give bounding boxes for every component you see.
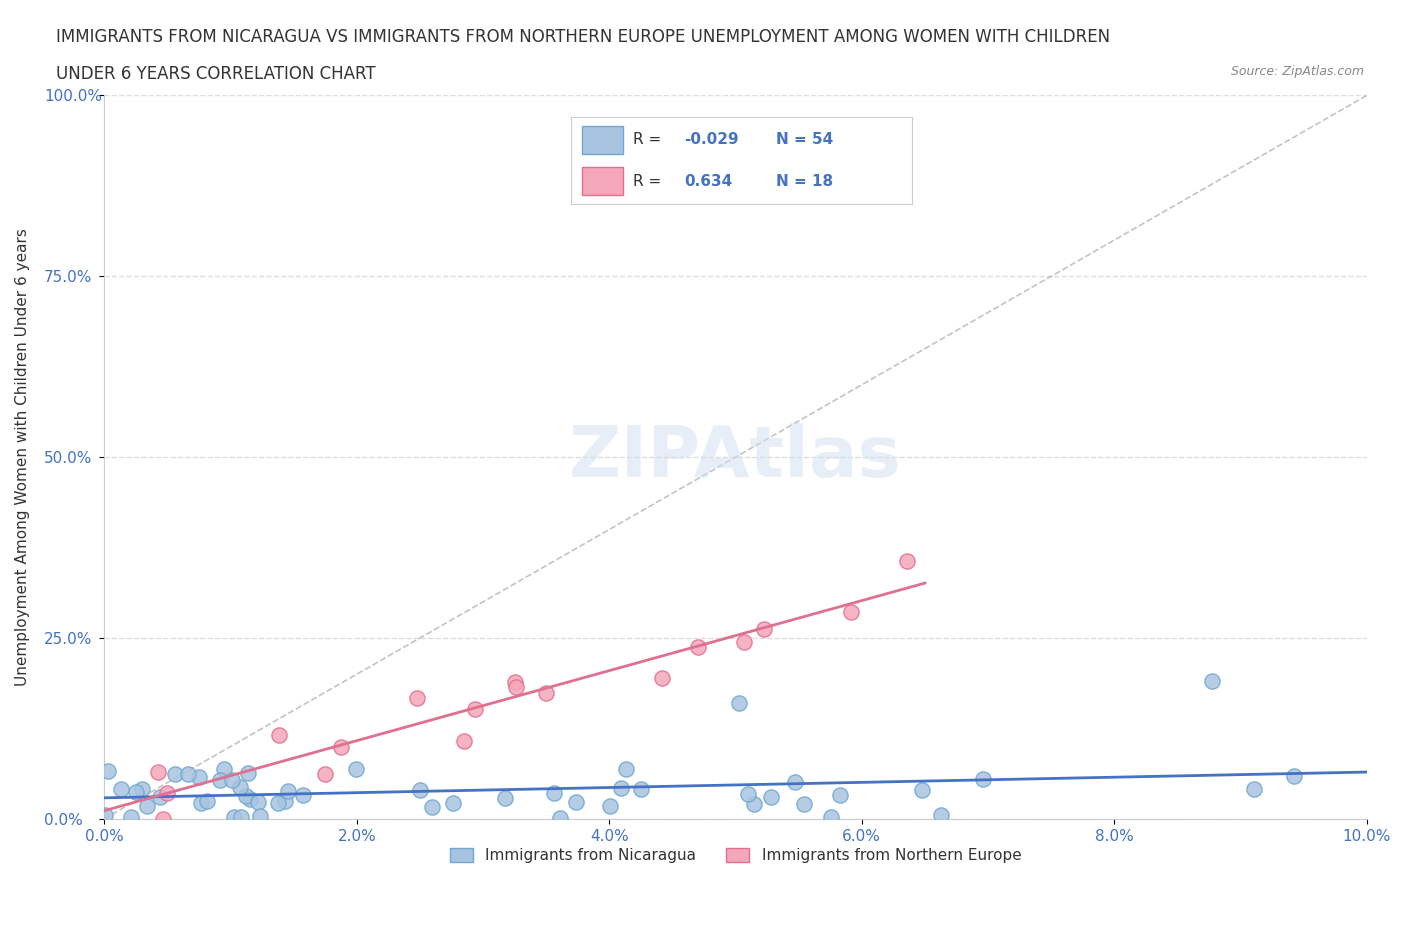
Point — [534, 685, 557, 700]
Point — [228, 779, 250, 794]
Point — [249, 808, 271, 823]
Point — [548, 810, 571, 825]
Point — [737, 787, 759, 802]
Point — [420, 799, 443, 814]
Point — [329, 739, 352, 754]
Point — [235, 789, 257, 804]
Point — [195, 794, 218, 809]
Point — [733, 634, 755, 649]
Legend: Immigrants from Nicaragua, Immigrants from Northern Europe: Immigrants from Nicaragua, Immigrants fr… — [444, 842, 1028, 870]
Point — [177, 767, 200, 782]
Point — [163, 767, 186, 782]
Point — [247, 794, 270, 809]
Point — [291, 788, 314, 803]
Point — [277, 783, 299, 798]
Point — [120, 809, 142, 824]
Point — [406, 691, 429, 706]
Point — [839, 604, 862, 619]
Text: UNDER 6 YEARS CORRELATION CHART: UNDER 6 YEARS CORRELATION CHART — [56, 65, 375, 83]
Point — [441, 795, 464, 810]
Point — [190, 796, 212, 811]
Point — [148, 790, 170, 804]
Point — [267, 795, 290, 810]
Point — [187, 769, 209, 784]
Point — [896, 553, 918, 568]
Point — [135, 799, 157, 814]
Point — [156, 786, 179, 801]
Point — [464, 702, 486, 717]
Point — [1282, 768, 1305, 783]
Point — [793, 796, 815, 811]
Point — [503, 674, 526, 689]
Point — [148, 764, 170, 779]
Text: Source: ZipAtlas.com: Source: ZipAtlas.com — [1230, 65, 1364, 78]
Point — [929, 808, 952, 823]
Point — [97, 764, 120, 778]
Point — [609, 781, 631, 796]
Point — [820, 809, 842, 824]
Point — [651, 671, 673, 685]
Point — [229, 809, 252, 824]
Point — [314, 767, 336, 782]
Y-axis label: Unemployment Among Women with Children Under 6 years: Unemployment Among Women with Children U… — [15, 228, 30, 686]
Point — [214, 762, 236, 777]
Point — [238, 765, 260, 780]
Point — [630, 781, 652, 796]
Point — [505, 680, 527, 695]
Text: ZIPAtlas: ZIPAtlas — [569, 422, 901, 492]
Point — [614, 762, 637, 777]
Point — [752, 621, 775, 636]
Point — [543, 786, 565, 801]
Point — [728, 696, 751, 711]
Point — [599, 798, 621, 813]
Point — [274, 793, 297, 808]
Point — [131, 781, 153, 796]
Point — [1201, 674, 1223, 689]
Point — [494, 790, 516, 805]
Point — [783, 775, 806, 790]
Point — [344, 762, 367, 777]
Point — [125, 784, 148, 799]
Point — [911, 782, 934, 797]
Point — [269, 728, 291, 743]
Point — [686, 640, 709, 655]
Point — [828, 788, 851, 803]
Point — [239, 792, 262, 807]
Point — [761, 789, 783, 804]
Point — [565, 794, 588, 809]
Point — [94, 807, 117, 822]
Point — [209, 772, 232, 787]
Point — [972, 772, 994, 787]
Point — [221, 773, 243, 788]
Point — [110, 781, 132, 796]
Point — [152, 811, 174, 826]
Point — [742, 797, 765, 812]
Point — [1243, 782, 1265, 797]
Point — [453, 734, 475, 749]
Point — [222, 809, 245, 824]
Text: IMMIGRANTS FROM NICARAGUA VS IMMIGRANTS FROM NORTHERN EUROPE UNEMPLOYMENT AMONG : IMMIGRANTS FROM NICARAGUA VS IMMIGRANTS … — [56, 28, 1111, 46]
Point — [409, 783, 432, 798]
